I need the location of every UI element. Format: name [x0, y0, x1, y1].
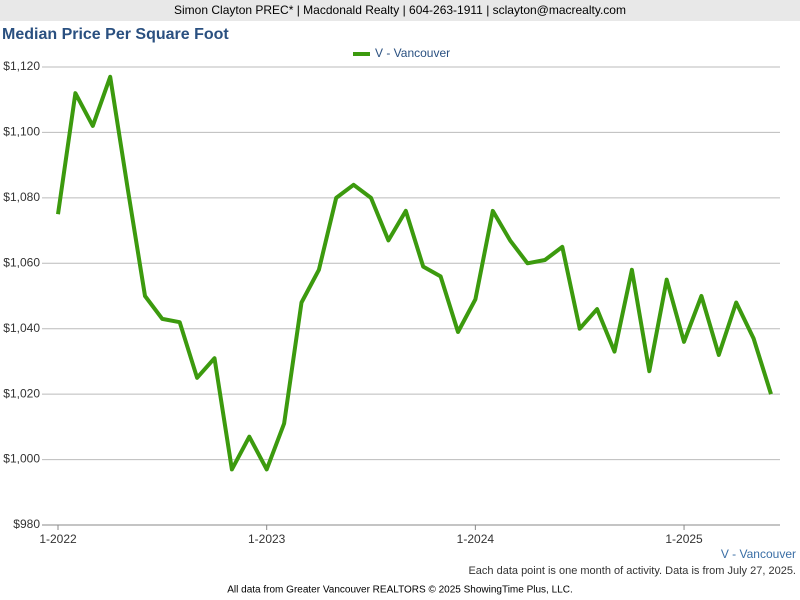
- x-tick-label: 1-2023: [248, 532, 286, 546]
- y-tick-label: $1,080: [3, 190, 40, 204]
- note: Each data point is one month of activity…: [468, 565, 796, 577]
- x-tick-label: 1-2024: [457, 532, 495, 546]
- y-tick-label: $1,060: [3, 255, 40, 269]
- x-tick-label: 1-2025: [665, 532, 703, 546]
- series-line: [56, 74, 773, 472]
- y-tick-label: $1,000: [3, 452, 40, 466]
- header: Simon Clayton PREC* | Macdonald Realty |…: [174, 3, 626, 17]
- legend-label: V - Vancouver: [375, 46, 450, 60]
- chart-title: Median Price Per Square Foot: [2, 26, 229, 43]
- header-bar: [0, 0, 800, 21]
- y-tick-label: $1,100: [3, 125, 40, 139]
- x-tick-label: 1-2022: [39, 532, 77, 546]
- y-tick-label: $1,020: [3, 386, 40, 400]
- area-label: V - Vancouver: [721, 547, 796, 561]
- y-tick-label: $980: [13, 517, 40, 531]
- footer: All data from Greater Vancouver REALTORS…: [227, 585, 572, 596]
- y-tick-label: $1,120: [3, 59, 40, 73]
- y-tick-label: $1,040: [3, 321, 40, 335]
